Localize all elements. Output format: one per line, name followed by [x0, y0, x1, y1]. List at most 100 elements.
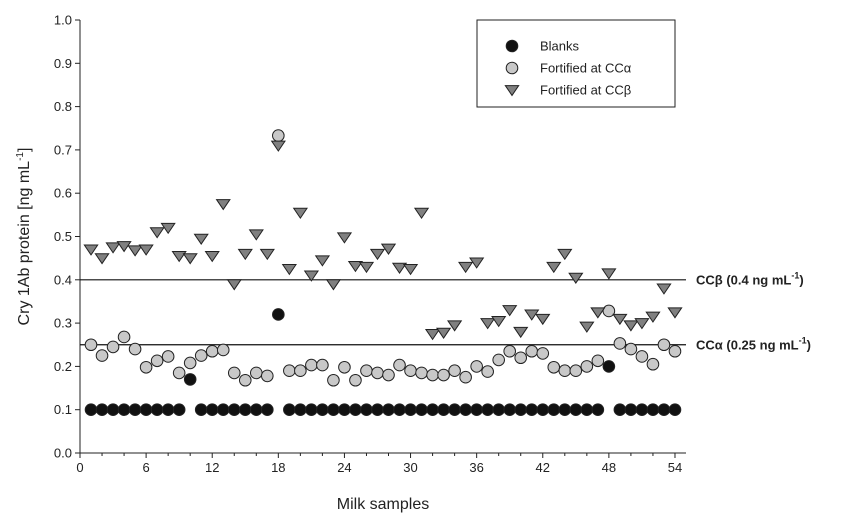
data-point [591, 354, 605, 368]
legend-items: Blanks Fortified at CCα Fortified at CCβ [504, 39, 632, 98]
data-point [437, 403, 450, 417]
data-point [580, 403, 594, 417]
data-point [624, 342, 638, 356]
data-point [138, 244, 154, 256]
data-point [261, 403, 274, 417]
y-tick-label: 0.1 [54, 402, 72, 417]
data-point [459, 403, 472, 417]
reference-line-label: CCα (0.25 ng mL-1) [696, 335, 811, 352]
y-tick-label: 0.7 [54, 142, 72, 157]
data-point [447, 320, 463, 332]
legend-marker [505, 39, 519, 53]
data-point [259, 248, 275, 261]
x-tick-label: 30 [403, 460, 417, 475]
legend-label: Fortified at CCβ [540, 83, 631, 98]
data-point [514, 403, 528, 417]
data-point [227, 403, 241, 417]
data-point [623, 320, 639, 332]
data-point [591, 403, 605, 417]
data-point [459, 370, 472, 384]
data-point [369, 248, 386, 261]
data-point [305, 403, 318, 417]
reference-label-close: ) [807, 337, 811, 352]
data-point [502, 305, 518, 317]
x-tick-label: 42 [536, 460, 550, 475]
data-point [426, 368, 439, 382]
reference-label-close: ) [799, 272, 803, 287]
data-point [139, 403, 153, 417]
data-point [294, 364, 307, 378]
data-point [292, 207, 308, 220]
x-tick-label: 0 [76, 460, 83, 475]
data-point [95, 403, 109, 417]
data-point [216, 403, 230, 417]
data-point [524, 309, 540, 321]
legend-label: Fortified at CCα [540, 61, 632, 76]
data-point [171, 251, 187, 263]
data-point [404, 364, 417, 378]
data-point [325, 279, 342, 291]
data-point [305, 358, 318, 372]
data-point [161, 350, 175, 363]
x-tick-label: 48 [602, 460, 616, 475]
reference-label-sup: -1 [799, 335, 807, 345]
data-point [391, 262, 408, 274]
series-1 [84, 129, 682, 387]
series-2 [83, 140, 683, 341]
data-point [404, 403, 417, 417]
legend: Blanks Fortified at CCα Fortified at CCβ [476, 19, 676, 108]
x-tick-label: 6 [142, 460, 149, 475]
data-point [303, 270, 319, 282]
data-point [413, 207, 430, 220]
data-point [536, 347, 550, 360]
data-point [602, 304, 616, 318]
data-point [358, 261, 375, 274]
x-tick-label: 12 [205, 460, 219, 475]
x-tick-label: 18 [271, 460, 285, 475]
data-point [514, 351, 528, 365]
data-point [106, 340, 120, 354]
data-point [569, 403, 583, 417]
data-point [613, 403, 627, 417]
data-point [513, 326, 529, 339]
plot-area: 0.0 0.1 0.2 0.3 0.4 0.5 0.6 0.7 0.8 0.9 1.0 0 6 12 18… [54, 13, 811, 476]
data-point [84, 338, 98, 352]
x-tick-label: 54 [668, 460, 682, 475]
y-axis-title: Cry 1Ab protein [ng mL-1] [15, 148, 33, 326]
data-point [172, 366, 186, 380]
data-point [227, 366, 241, 380]
x-tick-label: 36 [469, 460, 483, 475]
data-point [117, 330, 131, 344]
data-point [568, 272, 584, 284]
data-point [535, 313, 551, 326]
data-point [547, 360, 561, 374]
reference-lines: CCβ (0.4 ng mL-1)CCα (0.25 ng mL-1) [80, 270, 811, 352]
data-point [83, 244, 99, 256]
axes: 0.0 0.1 0.2 0.3 0.4 0.5 0.6 0.7 0.8 0.9 1.0 0 6 12 18… [54, 13, 686, 475]
data-point [667, 307, 683, 319]
y-tick-label: 0.4 [54, 272, 72, 287]
data-point [558, 403, 572, 417]
data-point [557, 248, 573, 261]
data-point [601, 268, 617, 280]
data-point [569, 364, 583, 378]
data-point [336, 232, 353, 244]
y-tick-label: 0.3 [54, 316, 72, 331]
data-point [272, 129, 285, 142]
data-point [281, 264, 297, 276]
data-point [338, 403, 351, 417]
data-point [316, 358, 329, 372]
data-point [635, 403, 649, 417]
data-point [349, 403, 362, 417]
reference-label-sup: -1 [791, 270, 799, 280]
data-point [94, 253, 110, 265]
data-point [415, 403, 428, 417]
data-point [424, 328, 441, 341]
data-point [546, 261, 562, 274]
data-point [470, 360, 483, 373]
data-point [668, 403, 682, 417]
data-point [349, 373, 362, 387]
data-point [84, 403, 98, 417]
data-point [426, 403, 439, 417]
